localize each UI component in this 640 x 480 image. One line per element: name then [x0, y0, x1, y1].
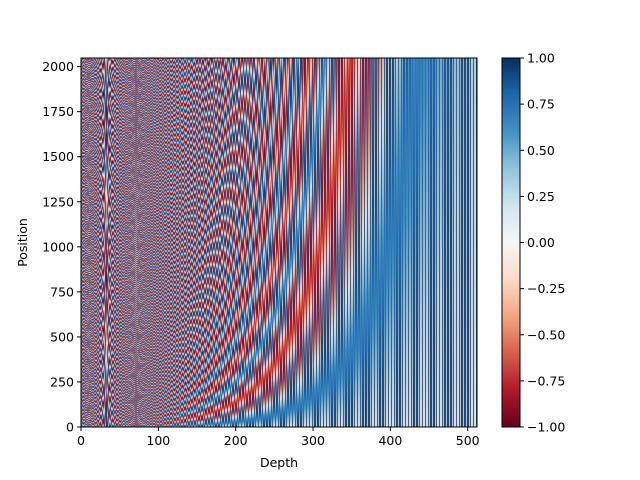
y-tick-label: 0 — [66, 420, 74, 435]
y-tick-label: 250 — [50, 374, 74, 389]
colorbar-tick-label: 1.00 — [527, 51, 555, 66]
plot-frame — [80, 57, 478, 428]
x-tick-label: 500 — [456, 433, 480, 448]
colorbar-tick-label: −0.50 — [527, 327, 565, 342]
y-axis-label: Position — [15, 218, 30, 267]
x-tick-label: 200 — [224, 433, 248, 448]
y-tick-label: 1000 — [42, 239, 74, 254]
y-tick-label: 500 — [50, 329, 74, 344]
colorbar-frame — [501, 57, 521, 428]
colorbar-tick-label: 0.50 — [527, 143, 555, 158]
x-tick-label: 0 — [77, 433, 85, 448]
colorbar-tick-label: 0.25 — [527, 189, 555, 204]
colorbar-tick-label: −1.00 — [527, 420, 565, 435]
y-tick-label: 1500 — [42, 149, 74, 164]
colorbar-axes: 1.00 0.75 0.50 0.25 0.00 −0.25 −0.50 −0.75 −1.00 — [501, 51, 565, 435]
colorbar-tick-label: 0.00 — [527, 235, 555, 250]
plot-axes: 0 100 200 300 400 500 0 250 500 750 1000 1250 1500 17… — [42, 57, 480, 448]
heatmap-image — [81, 58, 477, 427]
x-axis-label: Depth — [260, 455, 298, 470]
colorbar-tick-label: −0.75 — [527, 373, 565, 388]
y-tick-label: 1250 — [42, 194, 74, 209]
colorbar-tick-label: 0.75 — [527, 97, 555, 112]
y-tick-label: 2000 — [42, 59, 74, 74]
colorbar-gradient — [502, 58, 520, 427]
x-tick-label: 100 — [146, 433, 170, 448]
x-tick-label: 400 — [378, 433, 402, 448]
y-tick-label: 750 — [50, 284, 74, 299]
y-tick-label: 1750 — [42, 104, 74, 119]
x-tick-label: 300 — [301, 433, 325, 448]
colorbar-tick-label: −0.25 — [527, 281, 565, 296]
